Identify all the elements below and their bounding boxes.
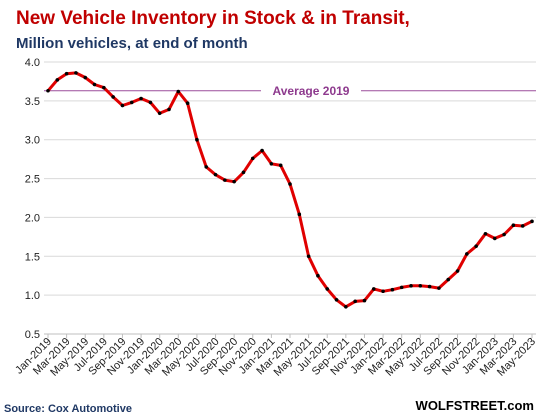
data-point <box>92 82 97 87</box>
reference-line-label: Average 2019 <box>273 84 350 98</box>
series-line <box>46 71 533 309</box>
data-point <box>297 212 302 217</box>
data-point <box>483 231 488 236</box>
data-point <box>176 89 181 94</box>
data-point <box>213 172 218 177</box>
data-point <box>241 170 246 175</box>
y-tick-label: 0.5 <box>25 329 40 341</box>
data-point <box>353 299 357 304</box>
y-tick-label: 2.0 <box>25 212 40 224</box>
data-point <box>260 148 264 153</box>
source-note: Source: Cox Automotive <box>4 403 132 415</box>
data-point <box>306 254 311 259</box>
brand-label: WOLFSTREET.com <box>416 398 534 413</box>
data-point <box>455 269 460 273</box>
data-point <box>223 178 227 182</box>
data-point <box>55 78 60 82</box>
gridlines <box>44 61 536 335</box>
data-point <box>269 162 274 166</box>
data-point <box>381 289 385 294</box>
y-tick-label: 3.0 <box>25 135 40 147</box>
data-point <box>465 252 469 256</box>
data-point <box>492 236 497 241</box>
data-point <box>334 298 339 302</box>
y-tick-label: 1.5 <box>25 251 40 263</box>
data-point <box>167 107 171 112</box>
data-point <box>371 287 376 291</box>
y-tick-label: 2.5 <box>25 174 40 186</box>
series-inventory <box>46 71 534 309</box>
data-point <box>139 96 143 101</box>
data-point <box>120 103 125 108</box>
data-point <box>530 219 534 224</box>
y-tick-label: 3.5 <box>25 96 40 108</box>
data-point <box>344 305 348 309</box>
data-point <box>446 277 451 282</box>
y-tick-label: 1.0 <box>25 290 40 302</box>
data-point <box>83 75 88 80</box>
y-axis: 0.5 1.0 1.5 2.0 2.5 3.0 3.5 4.0 <box>25 57 40 341</box>
data-point <box>278 163 283 168</box>
data-point <box>129 100 134 105</box>
data-point <box>195 137 199 142</box>
data-point <box>250 156 255 161</box>
chart-title: New Vehicle Inventory in Stock & in Tran… <box>16 8 410 29</box>
data-point <box>64 71 69 76</box>
x-axis: Jan-2019Mar-2019May-2019Jul-2019Sep-2019… <box>13 333 538 379</box>
data-point <box>148 100 153 105</box>
reference-line-group: Average 2019 <box>44 82 536 98</box>
data-point <box>362 298 367 303</box>
data-point <box>232 179 236 184</box>
data-point <box>111 95 115 99</box>
data-point <box>390 287 395 292</box>
data-point <box>316 273 320 278</box>
data-point <box>474 244 478 248</box>
data-point <box>102 85 106 90</box>
data-point <box>157 111 162 116</box>
data-point <box>288 182 292 186</box>
data-point <box>502 232 506 237</box>
chart-subtitle: Million vehicles, at end of month <box>16 35 248 52</box>
data-point <box>399 285 404 290</box>
data-point <box>511 223 516 227</box>
data-point <box>520 224 525 228</box>
data-point <box>409 284 413 288</box>
data-point <box>74 71 78 75</box>
y-tick-label: 4.0 <box>25 57 40 69</box>
reference-label-background <box>261 82 361 98</box>
data-point <box>418 284 423 288</box>
data-point <box>437 286 441 290</box>
data-point <box>46 88 50 93</box>
data-point <box>427 284 432 289</box>
data-point <box>325 287 330 291</box>
data-point <box>204 165 209 169</box>
data-point <box>185 101 190 105</box>
